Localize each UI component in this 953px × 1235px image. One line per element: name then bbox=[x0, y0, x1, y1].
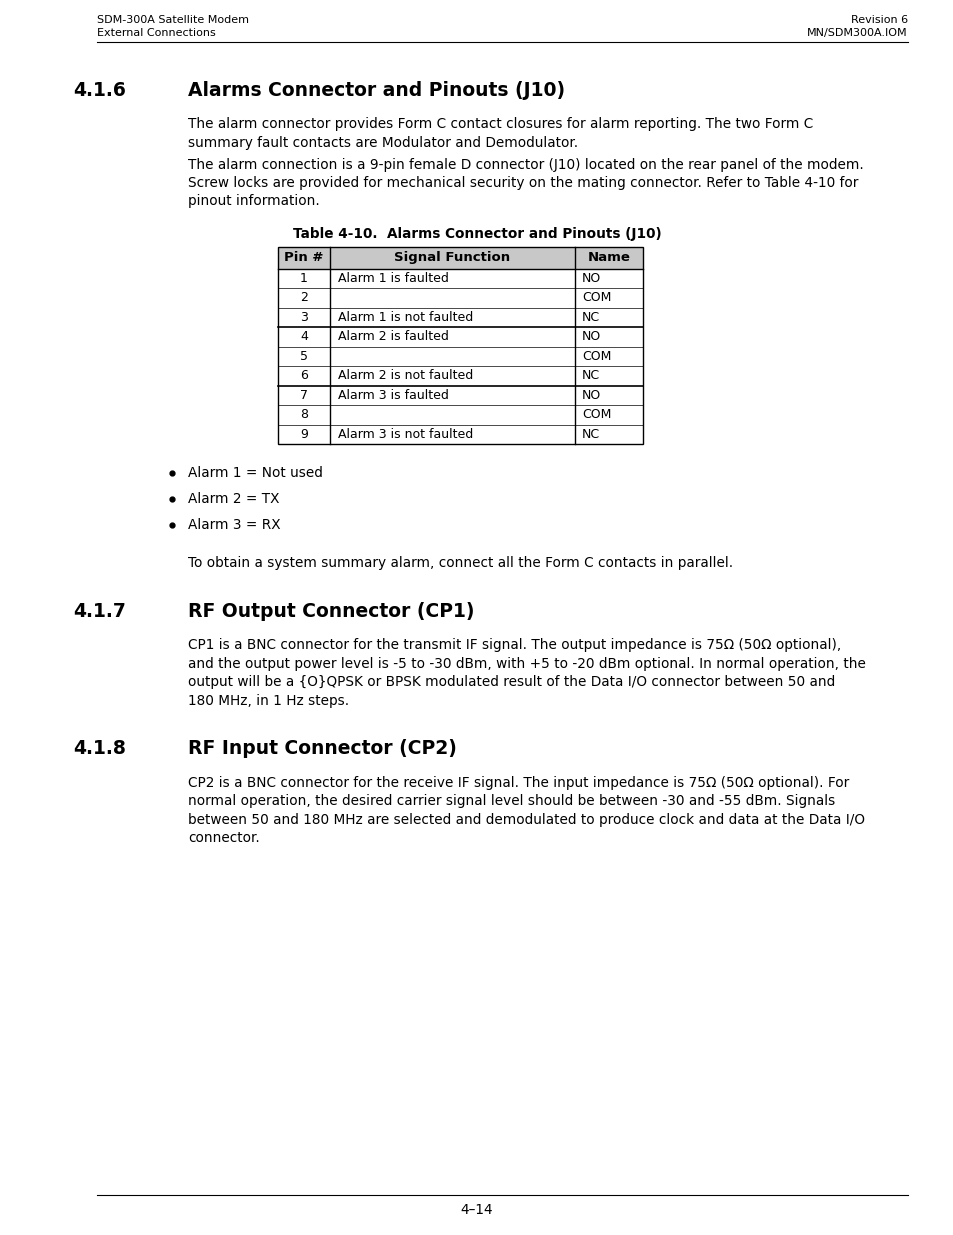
Text: summary fault contacts are Modulator and Demodulator.: summary fault contacts are Modulator and… bbox=[188, 136, 578, 149]
Text: Alarm 2 is faulted: Alarm 2 is faulted bbox=[337, 330, 449, 343]
Text: 8: 8 bbox=[299, 409, 308, 421]
Text: Alarm 1 = Not used: Alarm 1 = Not used bbox=[188, 466, 322, 480]
Text: 6: 6 bbox=[300, 369, 308, 383]
Text: 4–14: 4–14 bbox=[460, 1203, 493, 1216]
Text: NO: NO bbox=[581, 272, 600, 285]
Text: Alarm 3 is not faulted: Alarm 3 is not faulted bbox=[337, 427, 473, 441]
Text: The alarm connector provides Form C contact closures for alarm reporting. The tw: The alarm connector provides Form C cont… bbox=[188, 117, 812, 131]
Text: Table 4-10.  Alarms Connector and Pinouts (J10): Table 4-10. Alarms Connector and Pinouts… bbox=[293, 226, 660, 241]
Text: 4.1.6: 4.1.6 bbox=[73, 82, 126, 100]
Text: SDM-300A Satellite Modem: SDM-300A Satellite Modem bbox=[97, 15, 249, 25]
Text: 4: 4 bbox=[300, 330, 308, 343]
Text: Alarm 1 is not faulted: Alarm 1 is not faulted bbox=[337, 311, 473, 324]
Text: output will be a {O}QPSK or BPSK modulated result of the Data I/O connector betw: output will be a {O}QPSK or BPSK modulat… bbox=[188, 676, 835, 689]
Text: 4.1.8: 4.1.8 bbox=[73, 740, 126, 758]
Text: 1: 1 bbox=[300, 272, 308, 285]
Text: 2: 2 bbox=[300, 291, 308, 304]
Text: Name: Name bbox=[587, 251, 630, 264]
Text: 7: 7 bbox=[299, 389, 308, 401]
Text: Alarm 3 is faulted: Alarm 3 is faulted bbox=[337, 389, 449, 401]
Text: NC: NC bbox=[581, 369, 599, 383]
Text: NC: NC bbox=[581, 427, 599, 441]
Text: 3: 3 bbox=[300, 311, 308, 324]
Text: NO: NO bbox=[581, 330, 600, 343]
Text: CP1 is a BNC connector for the transmit IF signal. The output impedance is 75Ω (: CP1 is a BNC connector for the transmit … bbox=[188, 638, 841, 652]
Text: Screw locks are provided for mechanical security on the mating connector. Refer : Screw locks are provided for mechanical … bbox=[188, 177, 858, 190]
Text: between 50 and 180 MHz are selected and demodulated to produce clock and data at: between 50 and 180 MHz are selected and … bbox=[188, 813, 864, 826]
Text: 4.1.7: 4.1.7 bbox=[73, 601, 126, 621]
Text: pinout information.: pinout information. bbox=[188, 194, 319, 209]
Text: RF Output Connector (CP1): RF Output Connector (CP1) bbox=[188, 601, 474, 621]
Text: Alarm 1 is faulted: Alarm 1 is faulted bbox=[337, 272, 449, 285]
Text: Alarm 2 is not faulted: Alarm 2 is not faulted bbox=[337, 369, 473, 383]
Text: MN/SDM300A.IOM: MN/SDM300A.IOM bbox=[806, 28, 907, 38]
Text: Revision 6: Revision 6 bbox=[850, 15, 907, 25]
Text: normal operation, the desired carrier signal level should be between -30 and -55: normal operation, the desired carrier si… bbox=[188, 794, 835, 808]
Text: NC: NC bbox=[581, 311, 599, 324]
Text: Alarm 3 = RX: Alarm 3 = RX bbox=[188, 517, 280, 532]
Bar bbox=[277, 247, 642, 268]
Text: Alarm 2 = TX: Alarm 2 = TX bbox=[188, 492, 279, 506]
Text: Pin #: Pin # bbox=[284, 251, 323, 264]
Text: connector.: connector. bbox=[188, 831, 259, 845]
Text: Signal Function: Signal Function bbox=[394, 251, 510, 264]
Text: The alarm connection is a 9-pin female D connector (J10) located on the rear pan: The alarm connection is a 9-pin female D… bbox=[188, 158, 862, 172]
Text: To obtain a system summary alarm, connect all the Form C contacts in parallel.: To obtain a system summary alarm, connec… bbox=[188, 556, 732, 571]
Text: NO: NO bbox=[581, 389, 600, 401]
Text: COM: COM bbox=[581, 291, 611, 304]
Text: RF Input Connector (CP2): RF Input Connector (CP2) bbox=[188, 740, 456, 758]
Text: External Connections: External Connections bbox=[97, 28, 215, 38]
Text: COM: COM bbox=[581, 409, 611, 421]
Bar bbox=[277, 247, 642, 445]
Text: 180 MHz, in 1 Hz steps.: 180 MHz, in 1 Hz steps. bbox=[188, 694, 349, 708]
Text: and the output power level is -5 to -30 dBm, with +5 to -20 dBm optional. In nor: and the output power level is -5 to -30 … bbox=[188, 657, 865, 671]
Text: 9: 9 bbox=[300, 427, 308, 441]
Text: Alarms Connector and Pinouts (J10): Alarms Connector and Pinouts (J10) bbox=[188, 82, 564, 100]
Text: COM: COM bbox=[581, 350, 611, 363]
Text: 5: 5 bbox=[299, 350, 308, 363]
Text: CP2 is a BNC connector for the receive IF signal. The input impedance is 75Ω (50: CP2 is a BNC connector for the receive I… bbox=[188, 776, 848, 789]
